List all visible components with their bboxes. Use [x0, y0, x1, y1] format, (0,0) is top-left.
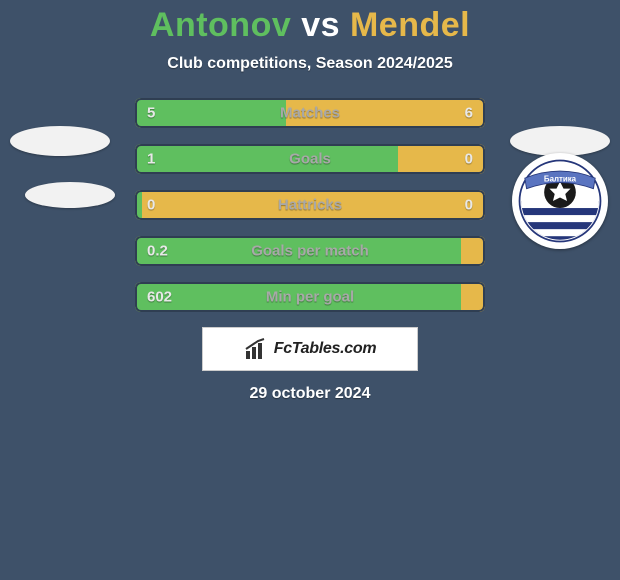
stat-right-value: 0 [465, 151, 473, 168]
stat-row: 0 0 Hattricks [0, 189, 620, 221]
stat-row: 5 6 Matches [0, 97, 620, 129]
stat-left-value: 5 [147, 105, 155, 122]
stat-bar: 0 0 Hattricks [135, 190, 485, 220]
stat-label: Goals per match [251, 243, 369, 260]
brand-chart-icon [244, 337, 268, 361]
brand-box[interactable]: FcTables.com [202, 327, 418, 371]
stat-row: 0.2 Goals per match [0, 235, 620, 267]
stat-label: Matches [280, 105, 340, 122]
stat-bar: 5 6 Matches [135, 98, 485, 128]
stat-left-value: 1 [147, 151, 155, 168]
comparison-card: Antonov vs Mendel Club competitions, Sea… [0, 0, 620, 580]
stat-label: Min per goal [266, 289, 354, 306]
bars-area: Балтика 5 6 Matches 1 0 Goals 0 0 Hattricks 0.2 Go… [0, 97, 620, 313]
stat-row: 602 Min per goal [0, 281, 620, 313]
stat-row: 1 0 Goals [0, 143, 620, 175]
stat-right-value: 0 [465, 197, 473, 214]
brand-text: FcTables.com [274, 340, 377, 358]
stat-bar: 1 0 Goals [135, 144, 485, 174]
stat-bar: 0.2 Goals per match [135, 236, 485, 266]
stat-bar: 602 Min per goal [135, 282, 485, 312]
vs-text: vs [301, 6, 340, 44]
stat-right-value: 6 [465, 105, 473, 122]
club-banner-text: Балтика [544, 175, 577, 184]
stat-label: Goals [289, 151, 331, 168]
stat-left-value: 0.2 [147, 243, 168, 260]
date-text: 29 october 2024 [0, 385, 620, 403]
stat-label: Hattricks [278, 197, 342, 214]
title: Antonov vs Mendel [0, 6, 620, 45]
player1-name: Antonov [150, 6, 291, 44]
stat-left-value: 0 [147, 197, 155, 214]
subtitle: Club competitions, Season 2024/2025 [0, 55, 620, 73]
header: Antonov vs Mendel Club competitions, Sea… [0, 0, 620, 73]
stat-left-value: 602 [147, 289, 172, 306]
player2-name: Mendel [350, 6, 470, 44]
